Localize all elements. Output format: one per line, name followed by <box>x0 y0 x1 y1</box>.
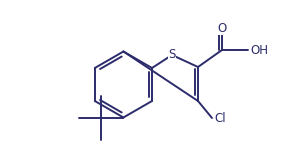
Text: OH: OH <box>250 44 268 56</box>
Text: Cl: Cl <box>214 111 226 124</box>
Text: O: O <box>217 21 226 35</box>
Text: S: S <box>168 48 176 62</box>
